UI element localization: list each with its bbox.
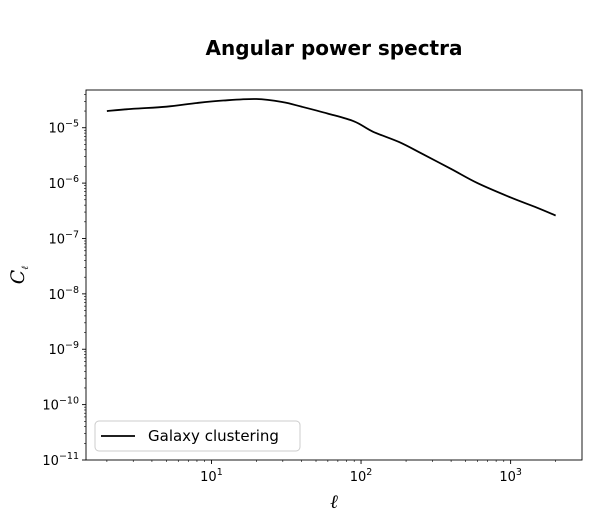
x-tick-label: 102 bbox=[350, 467, 373, 485]
y-tick-label: 10−9 bbox=[48, 340, 79, 358]
y-tick-base: 10 bbox=[48, 232, 65, 247]
series-line-galaxy-clustering bbox=[106, 98, 557, 217]
y-tick-label: 10−7 bbox=[48, 229, 79, 247]
y-tick-exponent: −9 bbox=[65, 340, 79, 351]
y-tick-base: 10 bbox=[48, 288, 65, 303]
y-tick-label: 10−8 bbox=[48, 285, 79, 303]
y-axis-label-subscript: ℓ bbox=[20, 266, 31, 270]
x-axis: 101 102 103 bbox=[106, 460, 556, 485]
x-tick-exponent: 3 bbox=[516, 467, 522, 478]
y-tick-exponent: −6 bbox=[65, 174, 79, 185]
y-tick-base: 10 bbox=[48, 177, 65, 192]
x-tick-label: 103 bbox=[499, 467, 522, 485]
x-tick-label: 101 bbox=[200, 467, 223, 485]
y-axis-label: Cℓ bbox=[7, 266, 31, 285]
chart-title: Angular power spectra bbox=[206, 36, 463, 60]
legend: Galaxy clustering bbox=[94, 420, 301, 452]
y-axis-label-main: C bbox=[7, 269, 29, 284]
y-tick-exponent: −7 bbox=[65, 229, 79, 240]
y-tick-base: 10 bbox=[48, 122, 65, 137]
x-axis-label: ℓ bbox=[330, 491, 338, 513]
y-tick-label: 10−10 bbox=[42, 396, 79, 414]
x-tick-base: 10 bbox=[499, 470, 516, 485]
y-tick-exponent: −5 bbox=[65, 119, 79, 130]
legend-box bbox=[94, 420, 301, 452]
legend-entry-galaxy-clustering: Galaxy clustering bbox=[148, 427, 279, 445]
y-tick-label: 10−6 bbox=[48, 174, 79, 192]
y-tick-exponent: −10 bbox=[59, 396, 79, 407]
y-tick-base: 10 bbox=[42, 454, 59, 469]
x-tick-base: 10 bbox=[350, 470, 367, 485]
y-tick-label: 10−11 bbox=[42, 451, 79, 469]
plot-frame bbox=[85, 89, 583, 461]
x-tick-base: 10 bbox=[200, 470, 217, 485]
y-tick-base: 10 bbox=[48, 343, 65, 358]
y-tick-base: 10 bbox=[42, 399, 59, 414]
y-tick-label: 10−5 bbox=[48, 119, 79, 137]
y-tick-exponent: −11 bbox=[59, 451, 79, 462]
x-tick-exponent: 2 bbox=[366, 467, 372, 478]
x-tick-exponent: 1 bbox=[217, 467, 223, 478]
y-axis-label-group: Cℓ bbox=[7, 266, 31, 285]
y-tick-exponent: −8 bbox=[65, 285, 79, 296]
